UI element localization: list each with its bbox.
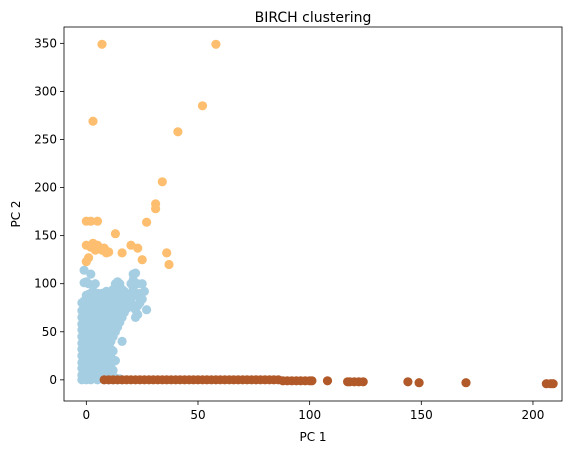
scatter-point-s1-1 (211, 39, 221, 49)
x-tick-label: 0 (83, 408, 91, 422)
scatter-point-s1-17 (164, 259, 174, 270)
scatter-point-s1-14 (117, 248, 127, 258)
scatter-point-s1-15 (110, 229, 120, 239)
y-tick-label: 0 (49, 373, 57, 387)
x-axis-ticks: 0 50 100 150 200 (83, 401, 545, 422)
scatter-point-s0-347 (133, 309, 143, 320)
scatter-point-s0-277 (108, 365, 118, 375)
scatter-point-s2-55 (414, 378, 424, 388)
y-tick-label: 100 (34, 277, 57, 291)
y-tick-label: 300 (34, 84, 57, 98)
scatter-point-s1-4 (173, 127, 183, 137)
y-tick-label: 250 (34, 132, 57, 146)
scatter-point-s0-327 (119, 307, 129, 318)
scatter-point-s1-30 (99, 243, 109, 253)
scatter-point-s1-2 (197, 101, 208, 111)
scatter-point-s1-11 (92, 216, 103, 226)
scatter-point-s1-7 (151, 204, 161, 214)
scatter-point-s1-13 (133, 243, 143, 253)
scatter-point-s1-27 (81, 257, 91, 267)
scatter-point-s1-18 (137, 255, 147, 265)
scatter-point-s1-8 (142, 217, 152, 227)
scatter-point-s1-3 (88, 116, 98, 126)
scatter-point-s2-48 (322, 376, 333, 386)
scatter-point-s0-340 (126, 296, 136, 306)
scatter-point-s1-0 (97, 39, 107, 49)
scatter-point-s2-47 (307, 376, 317, 386)
y-tick-label: 50 (42, 325, 57, 339)
x-tick-label: 150 (410, 408, 433, 422)
scatter-point-s0-145 (90, 279, 100, 289)
plot-frame (63, 26, 563, 402)
scatter-point-s1-10 (86, 216, 96, 226)
y-tick-label: 200 (34, 181, 57, 195)
scatter-point-s2-56 (461, 378, 471, 388)
y-tick-label: 350 (34, 36, 57, 50)
scatter-point-s1-16 (162, 248, 172, 258)
y-tick-label: 150 (34, 229, 57, 243)
scatter-point-s0-321 (117, 336, 127, 346)
scatter-point-s0-99 (86, 269, 96, 279)
scatter-point-s0-345 (142, 305, 152, 315)
y-axis-ticks: 0 50 100 150 200 250 300 350 (34, 36, 64, 387)
x-tick-label: 200 (522, 408, 545, 422)
scatter-point-s0-289 (110, 356, 120, 366)
scatter-point-s2-54 (403, 377, 413, 387)
x-tick-label: 50 (190, 408, 205, 422)
scatter-point-s2-59 (548, 379, 558, 389)
scatter-point-s0-348 (137, 294, 147, 304)
scatter-point-s0-344 (133, 279, 143, 289)
y-axis-label: PC 2 (9, 200, 23, 227)
x-tick-label: 100 (298, 408, 321, 422)
scatter-point-s2-53 (358, 377, 368, 387)
chart-title: BIRCH clustering (255, 10, 372, 26)
scatter-points (77, 39, 558, 389)
scatter-point-s1-5 (157, 177, 167, 187)
scatter-point-s1-28 (88, 238, 98, 248)
scatter-point-s0-279 (108, 346, 118, 356)
scatter-point-s0-339 (128, 269, 138, 279)
scatter-point-s0-27 (79, 265, 89, 275)
x-axis-label: PC 1 (299, 430, 326, 444)
